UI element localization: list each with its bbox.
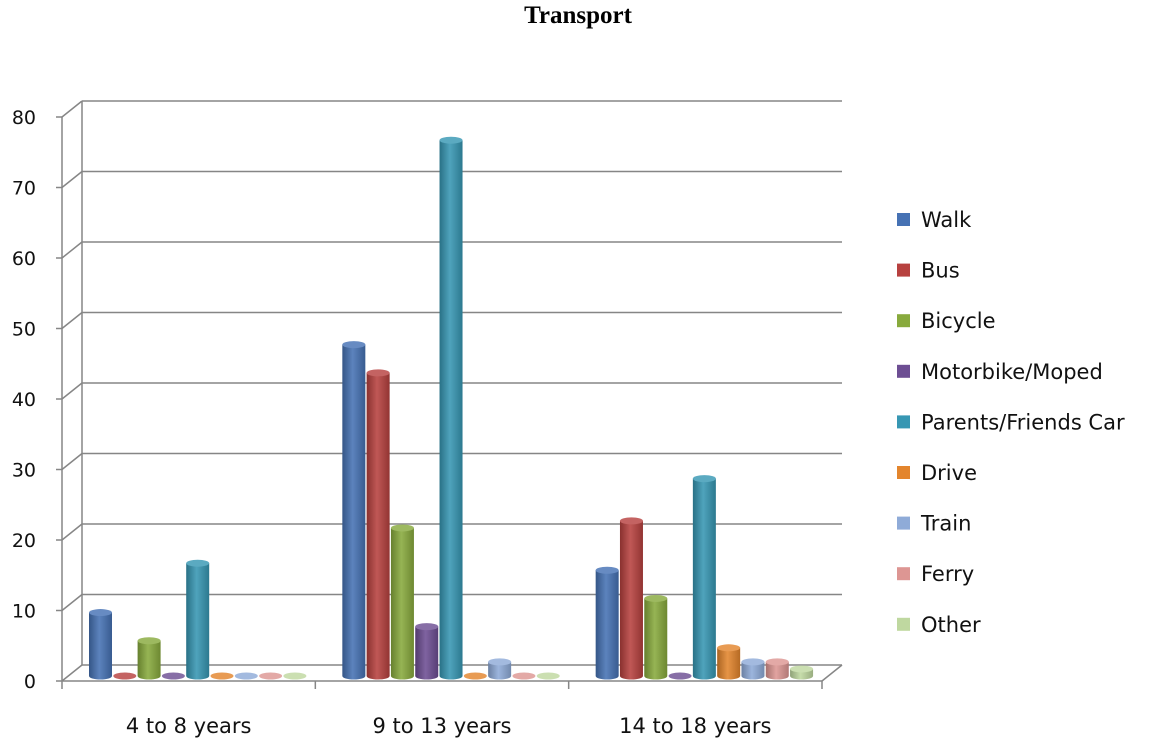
legend-item: Drive xyxy=(897,461,977,485)
legend-swatch xyxy=(897,314,910,328)
legend-swatch xyxy=(897,213,910,226)
legend-swatch xyxy=(897,516,910,530)
bar-bicycle xyxy=(644,594,668,680)
legend-label: Motorbike/Moped xyxy=(921,360,1103,384)
legend-label: Train xyxy=(920,512,971,536)
bar-parents-friends-car xyxy=(439,136,463,680)
legend-label: Ferry xyxy=(921,562,974,586)
legend: Walk Bus Bicycle Motorbike/Moped Parents/Fri… xyxy=(897,208,1125,637)
bar-walk xyxy=(595,566,619,680)
legend-item: Other xyxy=(897,613,981,637)
legend-item: Bus xyxy=(897,259,960,283)
legend-label: Walk xyxy=(921,208,972,232)
bar-train xyxy=(234,672,258,680)
legend-label: Parents/Friends Car xyxy=(921,410,1125,434)
legend-swatch xyxy=(897,567,910,581)
bar-drive xyxy=(463,672,487,680)
bar-other xyxy=(536,672,560,680)
legend-item: Parents/Friends Car xyxy=(897,410,1125,434)
legend-item: Train xyxy=(897,512,971,536)
bar-ferry xyxy=(259,672,283,680)
x-tick-label: 14 to 18 years xyxy=(619,714,771,738)
legend-label: Bus xyxy=(921,259,960,283)
y-tick-label: 70 xyxy=(12,178,36,200)
y-tick-label: 10 xyxy=(12,601,36,623)
bar-drive xyxy=(717,644,741,680)
y-tick-label: 40 xyxy=(12,389,36,411)
bar-train xyxy=(488,658,512,680)
bar-other xyxy=(283,672,307,680)
bar-motorbike-moped xyxy=(415,623,439,680)
bar-layer xyxy=(89,136,814,680)
y-tick-label: 20 xyxy=(12,530,36,552)
legend-label: Drive xyxy=(921,461,977,485)
x-tick-label: 9 to 13 years xyxy=(373,714,512,738)
bar-train xyxy=(741,658,765,680)
y-tick-label: 50 xyxy=(12,319,36,341)
bar-walk xyxy=(342,341,366,680)
bar-parents-friends-car xyxy=(186,559,210,680)
bar-walk xyxy=(89,609,112,680)
legend-swatch xyxy=(897,263,910,277)
legend-item: Bicycle xyxy=(897,309,996,333)
bar-parents-friends-car xyxy=(692,475,716,680)
legend-item: Walk xyxy=(897,208,972,232)
bar-ferry xyxy=(765,658,789,680)
legend-swatch xyxy=(897,466,910,479)
x-tick-label: 4 to 8 years xyxy=(126,714,252,738)
y-tick-label: 0 xyxy=(24,671,36,693)
bar-motorbike-moped xyxy=(161,672,185,680)
bar-other xyxy=(790,665,814,680)
bar-drive xyxy=(210,672,234,680)
legend-item: Motorbike/Moped xyxy=(897,360,1103,384)
y-tick-label: 80 xyxy=(12,107,36,129)
legend-swatch xyxy=(897,364,910,378)
y-tick-label: 30 xyxy=(12,460,36,482)
chart-title: Transport xyxy=(524,2,632,29)
bar-motorbike-moped xyxy=(668,672,692,680)
legend-label: Bicycle xyxy=(921,309,996,333)
legend-swatch xyxy=(897,415,910,429)
bar-ferry xyxy=(512,672,536,680)
bar-bicycle xyxy=(137,637,161,680)
legend-item: Ferry xyxy=(897,562,974,586)
bar-bus xyxy=(113,672,137,680)
axis-layer: 0 10 20 30 40 50 60 70 80 4 to 8 years 9 to 13 yea… xyxy=(12,107,843,738)
y-tick-label: 60 xyxy=(12,248,36,270)
bar-bicycle xyxy=(390,524,414,680)
legend-swatch xyxy=(897,617,910,631)
legend-label: Other xyxy=(921,613,981,637)
bar-bus xyxy=(366,369,390,680)
bar-bus xyxy=(619,517,643,680)
